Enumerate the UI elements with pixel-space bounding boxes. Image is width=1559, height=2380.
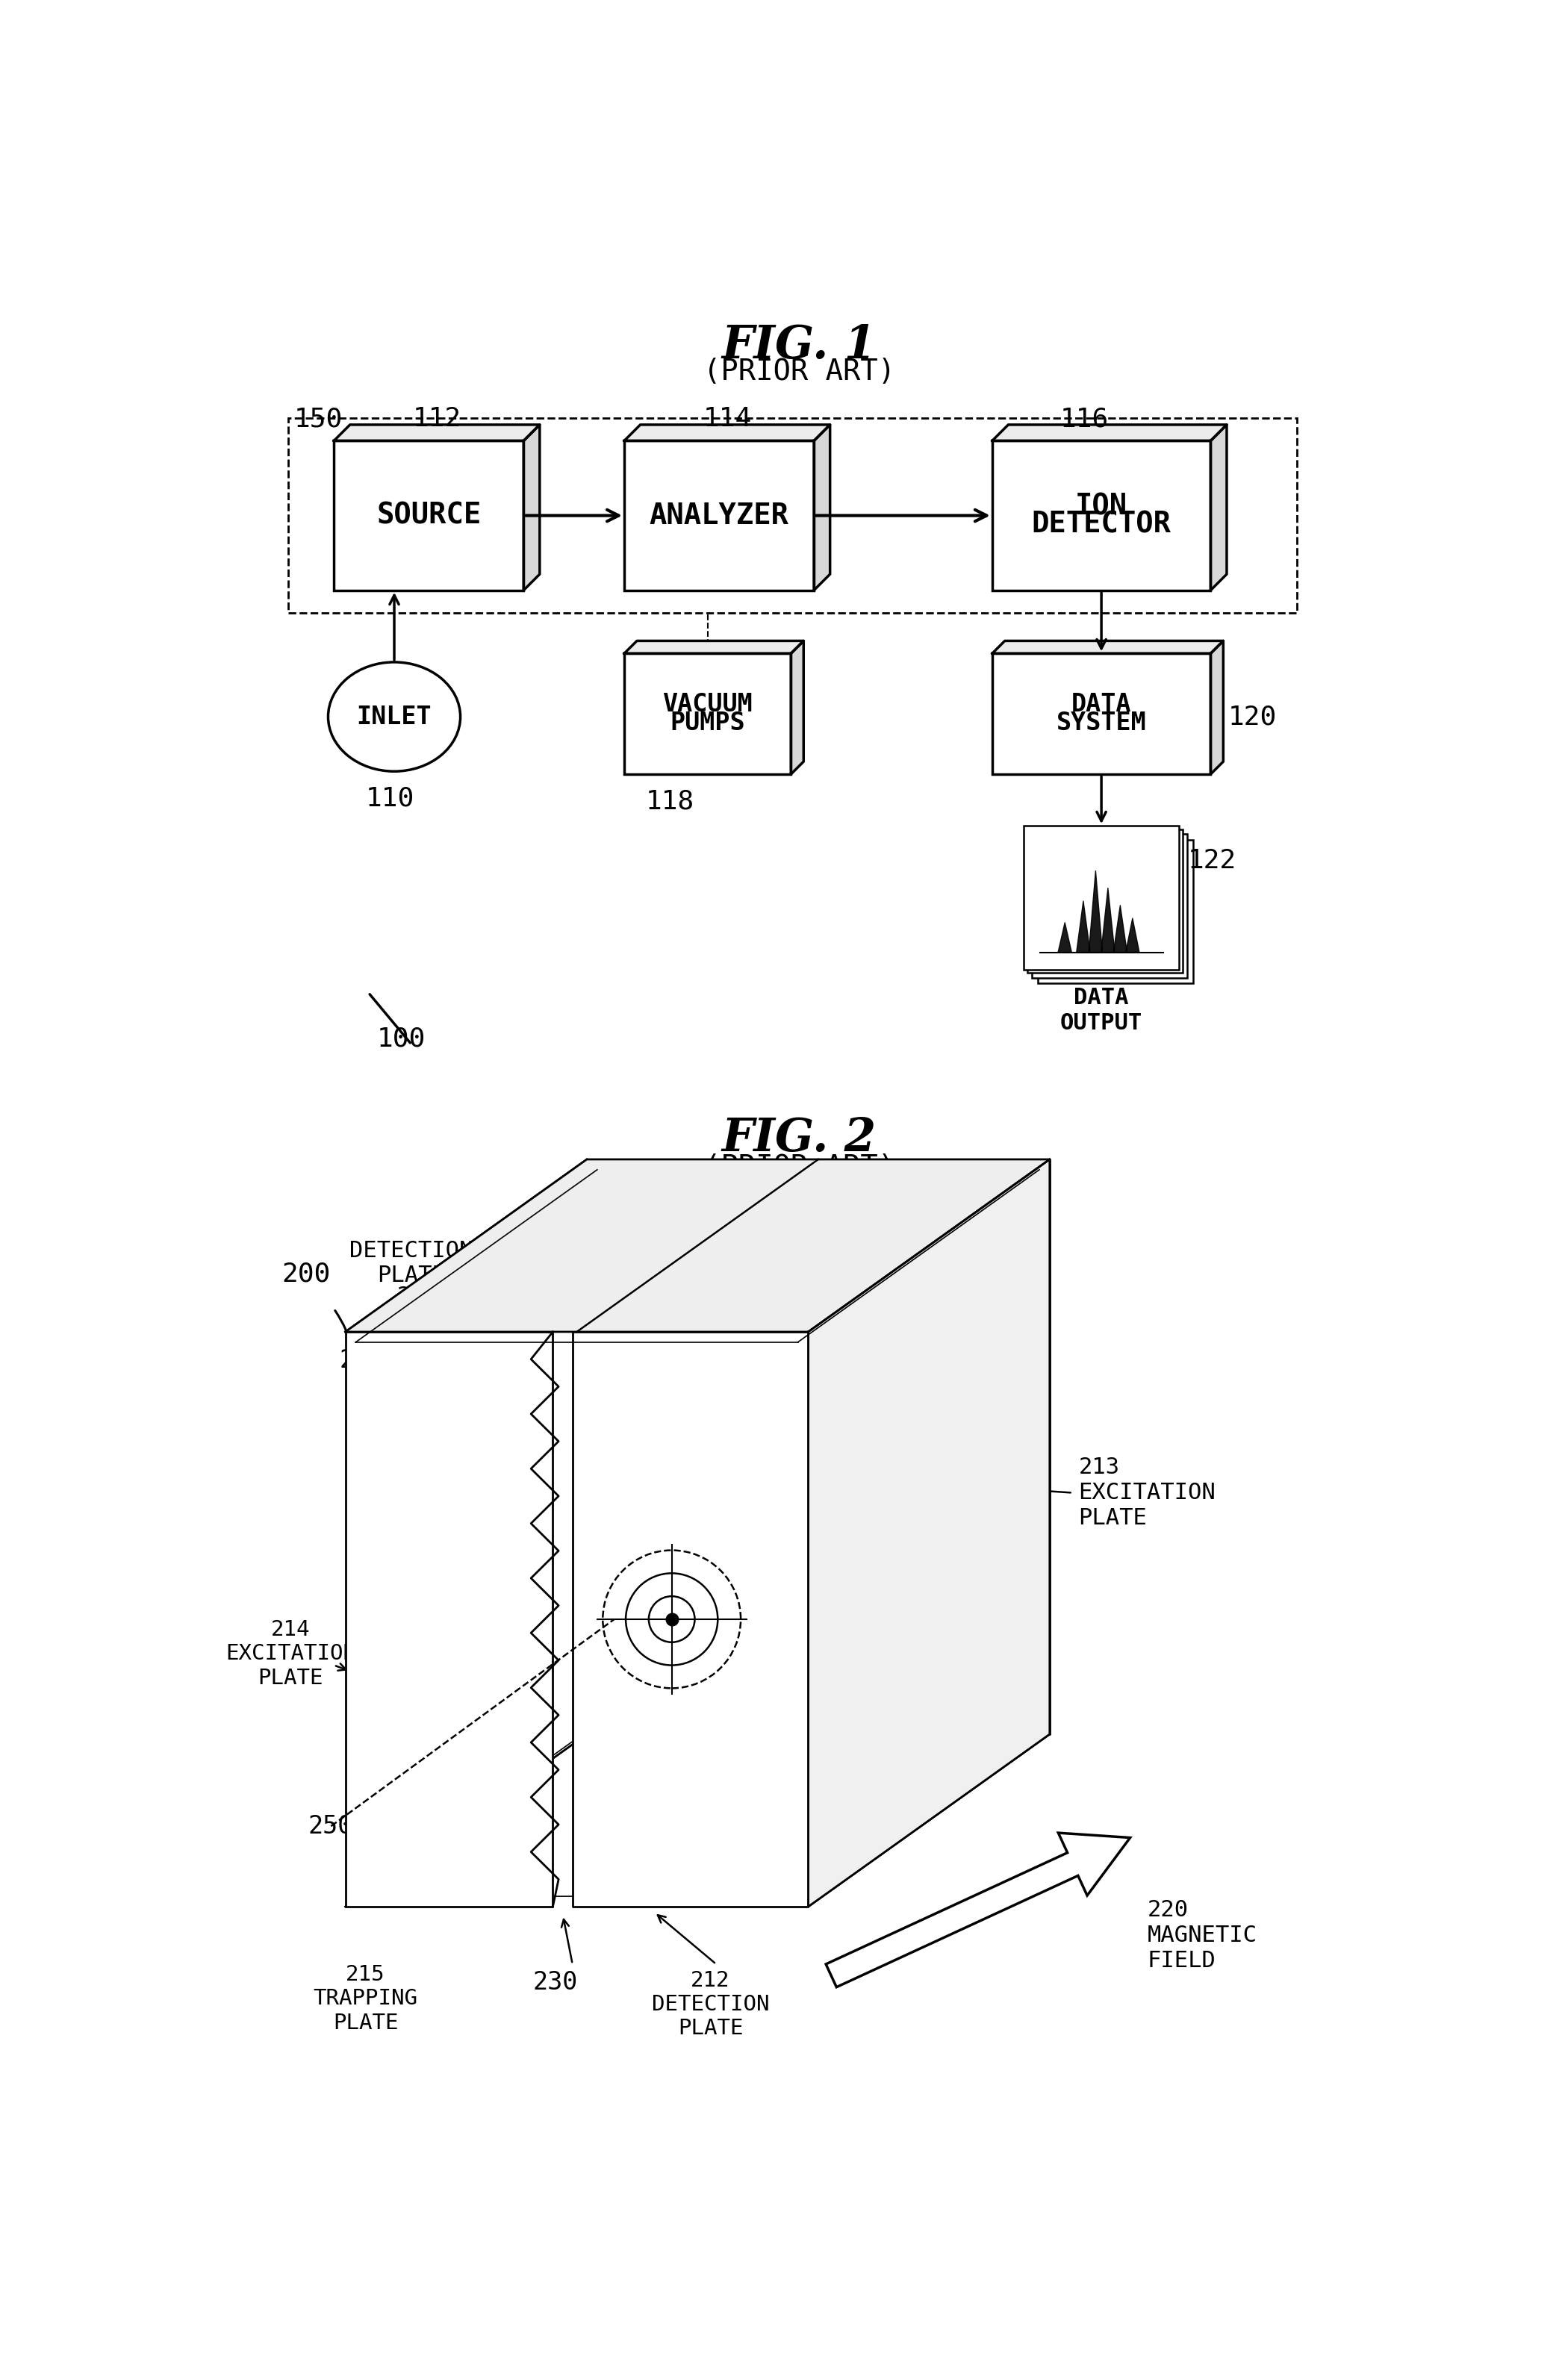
Text: 250: 250 <box>309 1814 352 1837</box>
Text: ANALYZER: ANALYZER <box>649 502 789 531</box>
Text: 215
TRAPPING
PLATE: 215 TRAPPING PLATE <box>313 1963 418 2033</box>
Polygon shape <box>346 1333 553 1906</box>
Text: 112: 112 <box>413 407 461 431</box>
Text: VACUUM: VACUUM <box>663 693 753 716</box>
Polygon shape <box>524 424 539 590</box>
Text: (PRIOR ART): (PRIOR ART) <box>703 1154 895 1183</box>
Text: 100: 100 <box>377 1026 426 1052</box>
Polygon shape <box>574 1333 808 1906</box>
Polygon shape <box>586 1159 1049 1735</box>
Text: 118: 118 <box>645 788 695 814</box>
Text: PUMPS: PUMPS <box>670 712 745 735</box>
Text: (PRIOR ART): (PRIOR ART) <box>703 357 895 386</box>
Polygon shape <box>992 424 1227 440</box>
Bar <box>334 440 524 590</box>
Text: 211: 211 <box>396 1285 438 1307</box>
Text: 214
EXCITATION
PLATE: 214 EXCITATION PLATE <box>226 1618 355 1687</box>
Polygon shape <box>814 424 829 590</box>
Bar <box>992 654 1211 773</box>
Polygon shape <box>346 1159 1049 1333</box>
Bar <box>992 440 1211 590</box>
Bar <box>1032 833 1186 978</box>
Bar <box>1024 826 1179 969</box>
Text: SYSTEM: SYSTEM <box>1057 712 1146 735</box>
Ellipse shape <box>327 662 460 771</box>
Polygon shape <box>624 640 803 654</box>
Text: 213
EXCITATION
PLATE: 213 EXCITATION PLATE <box>1079 1457 1216 1528</box>
Polygon shape <box>790 640 803 773</box>
Bar <box>624 654 790 773</box>
Text: SOURCE: SOURCE <box>376 502 482 531</box>
Text: INLET: INLET <box>357 704 432 728</box>
Polygon shape <box>334 424 539 440</box>
Text: 120: 120 <box>1228 704 1277 728</box>
Text: 230: 230 <box>533 1971 578 1994</box>
Polygon shape <box>992 640 1224 654</box>
Text: 212
DETECTION
PLATE: 212 DETECTION PLATE <box>652 1971 769 2040</box>
Bar <box>624 440 814 590</box>
Polygon shape <box>1211 640 1224 773</box>
Bar <box>288 419 1297 614</box>
Text: 150: 150 <box>293 407 343 431</box>
Text: 122: 122 <box>1188 847 1236 873</box>
Text: 200: 200 <box>282 1261 331 1288</box>
Text: 110: 110 <box>365 785 415 812</box>
Text: FIG. 2: FIG. 2 <box>722 1116 876 1161</box>
Text: ION: ION <box>1076 493 1127 521</box>
Polygon shape <box>808 1159 1049 1906</box>
Text: 216: 216 <box>661 1283 702 1304</box>
Text: DETECTION
PLATE: DETECTION PLATE <box>349 1240 474 1288</box>
Text: 114: 114 <box>703 407 751 431</box>
Text: FIG. 1: FIG. 1 <box>722 324 876 369</box>
Text: DETECTOR: DETECTOR <box>1032 512 1171 538</box>
Bar <box>1038 840 1193 983</box>
Text: DATA
OUTPUT: DATA OUTPUT <box>1060 988 1143 1033</box>
Polygon shape <box>1211 424 1227 590</box>
Polygon shape <box>624 424 829 440</box>
Text: 225: 225 <box>340 1347 385 1373</box>
Text: 116: 116 <box>1060 407 1108 431</box>
Polygon shape <box>826 1833 1130 1987</box>
Text: 220
MAGNETIC
FIELD: 220 MAGNETIC FIELD <box>1147 1899 1257 1971</box>
Text: TRAPPING
PLATE: TRAPPING PLATE <box>616 1238 725 1283</box>
Bar <box>1027 828 1182 973</box>
Text: DATA: DATA <box>1071 693 1132 716</box>
